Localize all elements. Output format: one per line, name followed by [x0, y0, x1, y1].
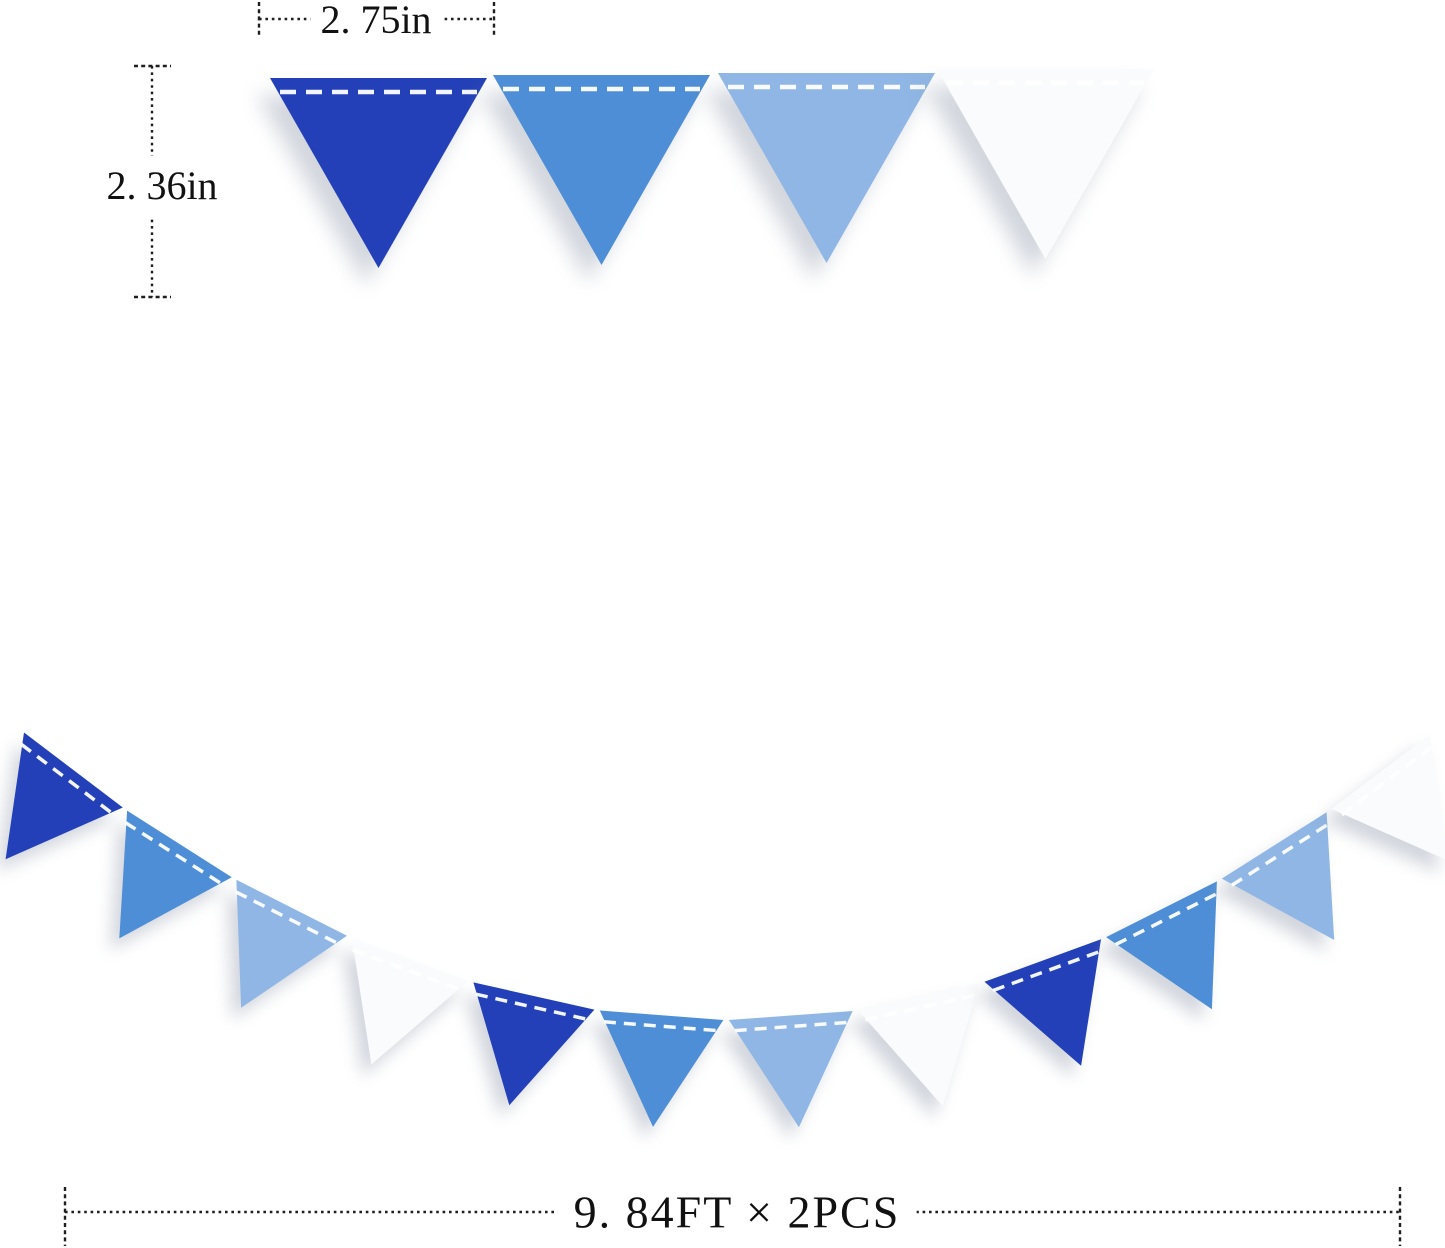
garland-flag-white	[351, 938, 469, 1065]
garland-length-label: 9. 84FT × 2PCS	[557, 1187, 917, 1239]
garland-flag-medium	[599, 1010, 724, 1127]
top-flag-light	[718, 73, 935, 263]
top-flag-white	[937, 69, 1154, 259]
garland-flag-light	[1221, 812, 1335, 940]
garland-flag-medium	[119, 810, 232, 939]
garland-flag-dark	[5, 732, 123, 860]
reference-flags-row	[270, 69, 1154, 268]
top-flag-dark	[270, 78, 487, 268]
garland-flag-medium	[1106, 881, 1217, 1010]
flag-width-label: 2. 75in	[310, 0, 442, 42]
garland-flag-light	[236, 879, 347, 1008]
garland-flag-white	[858, 983, 980, 1107]
flag-height-label: 2. 36in	[102, 156, 222, 216]
garland-flag-light	[728, 1011, 853, 1128]
garland-string	[5, 732, 1445, 1128]
garland-flag-dark	[984, 939, 1101, 1066]
top-flag-medium	[493, 75, 710, 265]
garland-flag-dark	[473, 982, 595, 1106]
garland-flag-white	[1331, 734, 1445, 860]
